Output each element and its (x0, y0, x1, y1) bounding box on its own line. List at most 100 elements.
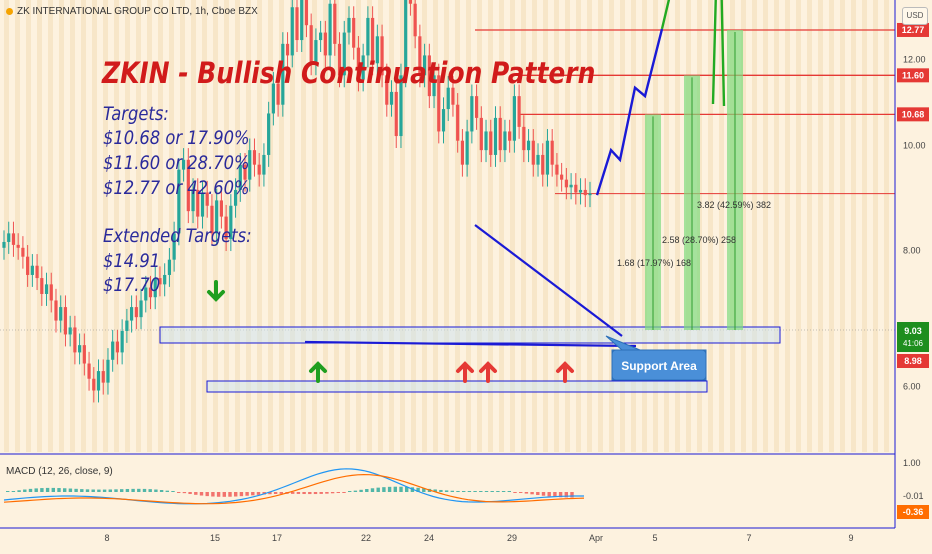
target-price-label-bg (897, 68, 929, 83)
session-band (334, 0, 339, 452)
candle-body (427, 55, 431, 97)
macd-value-label: -0.36 (903, 507, 924, 517)
candle-body (167, 259, 172, 275)
macd-histogram-bar (188, 492, 192, 495)
candle-body (526, 140, 531, 151)
candle-body (205, 192, 209, 206)
axes: 20.0018.0016.0014.0012.0010.008.006.001.… (0, 0, 926, 543)
price-tick: 10.00 (903, 140, 926, 150)
candle-body (422, 55, 427, 76)
macd-histogram-bar (308, 492, 312, 495)
session-band (488, 0, 493, 452)
candle-body (404, 0, 408, 76)
descending-trendline (474, 224, 623, 337)
macd-pane (3, 468, 585, 505)
macd-histogram-bar (182, 492, 187, 494)
macd-histogram-bar (57, 488, 61, 492)
candle-body (347, 17, 351, 33)
time-tick: Apr (589, 533, 603, 543)
macd-histogram-bar (194, 492, 198, 495)
macd-histogram-bar (165, 490, 169, 492)
macd-histogram-bar (422, 488, 426, 492)
candle-body (134, 307, 138, 318)
price-tick: 12.00 (903, 54, 926, 64)
macd-histogram-bar (268, 492, 272, 495)
candle-body (238, 164, 242, 190)
macd-histogram-bar (479, 491, 483, 492)
macd-histogram-bar (74, 488, 78, 492)
candle-body (380, 36, 384, 76)
macd-histogram-bar (342, 492, 346, 493)
signal-line (3, 473, 585, 505)
macd-histogram-bar (125, 488, 130, 492)
candle-body (541, 154, 545, 175)
macd-histogram-bar (256, 492, 261, 495)
extended-2: $17.70 (103, 274, 161, 296)
session-band (664, 0, 669, 452)
candle-body (437, 75, 441, 132)
session-band (609, 0, 614, 452)
candle-body (129, 307, 134, 321)
candle-body (498, 117, 502, 151)
session-band (829, 0, 834, 452)
chart-title: ZKIN - Bullish Continuation Pattern (102, 56, 596, 90)
session-band (631, 0, 636, 452)
session-band (257, 0, 262, 452)
session-band (312, 0, 317, 452)
session-bands (4, 0, 889, 452)
session-band (147, 0, 152, 452)
macd-histogram-bar (467, 491, 472, 492)
candle-body (361, 55, 365, 80)
session-band (642, 0, 647, 452)
candle-body (375, 36, 379, 64)
time-tick: 7 (746, 533, 751, 543)
candle-body (16, 244, 20, 248)
session-band (367, 0, 372, 452)
session-band (598, 0, 603, 452)
candle-body (54, 300, 58, 321)
macd-histogram-bar (108, 489, 112, 492)
macd-histogram-bar (370, 488, 375, 492)
candle-body (115, 341, 120, 353)
currency-button[interactable]: USD (902, 7, 928, 25)
candle-body (295, 7, 299, 41)
candle-body (96, 371, 101, 391)
macd-histogram-bar (40, 488, 44, 492)
macd-histogram-bar (319, 492, 323, 494)
candle-body (569, 184, 573, 188)
candle-body (484, 131, 488, 151)
session-band (433, 0, 438, 452)
macd-histogram-bar (45, 487, 50, 492)
session-band (752, 0, 757, 452)
time-tick: 22 (361, 533, 371, 543)
candle-body (479, 117, 483, 151)
measure-label: 2.58 (28.70%) 258 (662, 235, 736, 245)
session-band (763, 0, 768, 452)
candle-body (446, 87, 450, 110)
session-band (81, 0, 86, 452)
session-band (323, 0, 328, 452)
time-tick: 29 (507, 533, 517, 543)
macd-histogram-bar (353, 490, 358, 492)
candle-body (366, 17, 370, 56)
session-band (708, 0, 713, 452)
session-band (587, 0, 592, 452)
macd-histogram-bar (507, 491, 511, 492)
candle-body (63, 307, 68, 335)
candle-body (191, 189, 195, 212)
candle-body (413, 3, 417, 37)
candle-body (470, 96, 474, 132)
candle-body (111, 341, 115, 360)
candles (2, 0, 592, 403)
macd-histogram-bar (553, 492, 557, 497)
session-band (675, 0, 680, 452)
macd-histogram-bar (28, 488, 33, 492)
target-price-label: 11.60 (902, 70, 924, 80)
candle-body (267, 113, 271, 155)
time-tick: 17 (272, 533, 282, 543)
macd-histogram-bar (536, 492, 540, 496)
candle-body (512, 96, 516, 141)
session-band (26, 0, 31, 452)
